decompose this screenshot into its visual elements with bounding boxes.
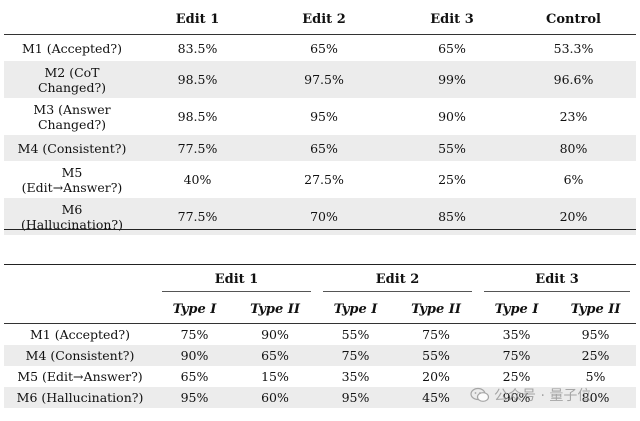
cell-value: 27.5% bbox=[304, 172, 344, 187]
cell-value: 65% bbox=[180, 369, 209, 384]
table2-group-blank bbox=[4, 266, 156, 295]
subheader-type-ii: Type II bbox=[233, 295, 318, 324]
row-label: M5 (Edit→Answer?) bbox=[17, 369, 143, 384]
table1-row: M1 (Accepted?) 83.5% 65% 65% 53.3% bbox=[4, 35, 636, 62]
table1-row: M4 (Consistent?) 77.5% 65% 55% 80% bbox=[4, 135, 636, 161]
cell-value: 80% bbox=[555, 387, 637, 408]
cell-value: 80% bbox=[511, 135, 636, 161]
cell-value: 77.5% bbox=[140, 198, 255, 235]
cell-value: 55% bbox=[394, 345, 479, 366]
table2-row: M5 (Edit→Answer?) 65% 15% 35% 20% 25% 5% bbox=[4, 366, 636, 387]
cell-value: 20% bbox=[511, 198, 636, 235]
cell-value: 90% bbox=[438, 109, 466, 124]
cell-value: 65% bbox=[233, 345, 318, 366]
cell-value: 70% bbox=[255, 198, 393, 235]
table2-top-rule bbox=[4, 264, 636, 265]
cell-value: 25% bbox=[555, 345, 637, 366]
table2-group-edit1: Edit 1 bbox=[156, 266, 317, 295]
results-table-2: Edit 1 Edit 2 Edit 3 Type I Type II Type… bbox=[4, 266, 637, 408]
table1-header-blank bbox=[4, 5, 140, 35]
table2-group-row: Edit 1 Edit 2 Edit 3 bbox=[4, 266, 636, 295]
subheader-type-ii: Type II bbox=[555, 295, 637, 324]
table1-header-edit3: Edit 3 bbox=[393, 5, 511, 35]
cell-value: 53.3% bbox=[553, 40, 594, 56]
table2-subheader-row: Type I Type II Type I Type II Type I Typ… bbox=[4, 295, 637, 324]
table1-row: M3 (Answer Changed?) 98.5% 95% 90% 23% bbox=[4, 98, 636, 135]
cell-value: 99% bbox=[393, 61, 511, 98]
cell-value: 95% bbox=[156, 387, 233, 408]
cell-value: 75% bbox=[180, 327, 209, 342]
cell-value: 23% bbox=[559, 109, 588, 124]
table1-header-edit1: Edit 1 bbox=[140, 5, 255, 35]
cell-value: 60% bbox=[233, 387, 318, 408]
cell-value: 45% bbox=[394, 387, 479, 408]
cell-value: 55% bbox=[393, 135, 511, 161]
cell-value: 25% bbox=[502, 369, 531, 384]
wechat-icon bbox=[470, 387, 490, 402]
table1-row: M6 (Hallucination?) 77.5% 70% 85% 20% bbox=[4, 198, 636, 235]
cell-value: 6% bbox=[563, 172, 584, 187]
cell-value: 90% bbox=[478, 387, 556, 408]
cell-value: 20% bbox=[422, 369, 450, 384]
row-label: M4 (Consistent?) bbox=[4, 135, 140, 161]
table2-row: M6 (Hallucination?) 95% 60% 95% 45% 90% … bbox=[4, 387, 637, 408]
row-label: M4 (Consistent?) bbox=[4, 345, 156, 366]
cell-value: 83.5% bbox=[177, 40, 218, 56]
cell-value: 15% bbox=[261, 369, 289, 384]
table2-sub-blank bbox=[4, 295, 156, 324]
row-label: M2 (CoT Changed?) bbox=[4, 61, 140, 98]
table2-group-edit2: Edit 2 bbox=[317, 266, 478, 295]
watermark-text: 公众号 · 量子位 bbox=[494, 388, 592, 404]
row-label: M3 (Answer Changed?) bbox=[33, 101, 111, 132]
cell-value: 25% bbox=[438, 172, 466, 187]
row-label: M6 (Hallucination?) bbox=[4, 387, 156, 408]
table1-header-row: Edit 1 Edit 2 Edit 3 Control bbox=[4, 5, 636, 35]
subheader-type-i: Type I bbox=[156, 295, 233, 324]
table2-row: M1 (Accepted?) 75% 90% 55% 75% 35% 95% bbox=[4, 324, 636, 346]
cell-value: 40% bbox=[183, 172, 212, 187]
table1-header-edit2: Edit 2 bbox=[255, 5, 393, 35]
table2-group-edit3: Edit 3 bbox=[478, 266, 636, 295]
row-label: M6 (Hallucination?) bbox=[4, 198, 140, 235]
cell-value: 75% bbox=[478, 345, 556, 366]
table2-row: M4 (Consistent?) 90% 65% 75% 55% 75% 25% bbox=[4, 345, 637, 366]
cell-value: 65% bbox=[438, 40, 466, 56]
cell-value: 96.6% bbox=[511, 61, 636, 98]
cell-value: 90% bbox=[261, 327, 289, 342]
cell-value: 98.5% bbox=[140, 61, 255, 98]
cell-value: 77.5% bbox=[140, 135, 255, 161]
results-table-1: Edit 1 Edit 2 Edit 3 Control M1 (Accepte… bbox=[4, 5, 636, 235]
group-label: Edit 3 bbox=[484, 269, 631, 292]
group-label: Edit 1 bbox=[162, 269, 312, 292]
row-label: M1 (Accepted?) bbox=[21, 40, 123, 56]
subheader-type-ii: Type II bbox=[394, 295, 479, 324]
cell-value: 75% bbox=[317, 345, 395, 366]
cell-value: 35% bbox=[341, 369, 370, 384]
cell-value: 65% bbox=[255, 135, 393, 161]
cell-value: 95% bbox=[310, 109, 338, 124]
cell-value: 95% bbox=[581, 327, 610, 342]
cell-value: 65% bbox=[310, 40, 338, 56]
cell-value: 75% bbox=[422, 327, 450, 342]
watermark: 公众号 · 量子位 bbox=[470, 381, 591, 409]
table1-header-control: Control bbox=[511, 5, 636, 35]
cell-value: 35% bbox=[502, 327, 531, 342]
cell-value: 97.5% bbox=[255, 61, 393, 98]
cell-value: 90% bbox=[156, 345, 233, 366]
table1-row: M5 (Edit→Answer?) 40% 27.5% 25% 6% bbox=[4, 161, 636, 198]
table1-row: M2 (CoT Changed?) 98.5% 97.5% 99% 96.6% bbox=[4, 61, 636, 98]
cell-value: 95% bbox=[317, 387, 395, 408]
group-label: Edit 2 bbox=[323, 269, 473, 292]
cell-value: 85% bbox=[393, 198, 511, 235]
table1-bottom-rule bbox=[4, 229, 636, 230]
cell-value: 98.5% bbox=[177, 109, 218, 124]
row-label: M5 (Edit→Answer?) bbox=[21, 164, 123, 195]
cell-value: 55% bbox=[341, 327, 370, 342]
subheader-type-i: Type I bbox=[478, 295, 556, 324]
row-label: M1 (Accepted?) bbox=[29, 327, 131, 342]
cell-value: 5% bbox=[585, 369, 606, 384]
subheader-type-i: Type I bbox=[317, 295, 395, 324]
